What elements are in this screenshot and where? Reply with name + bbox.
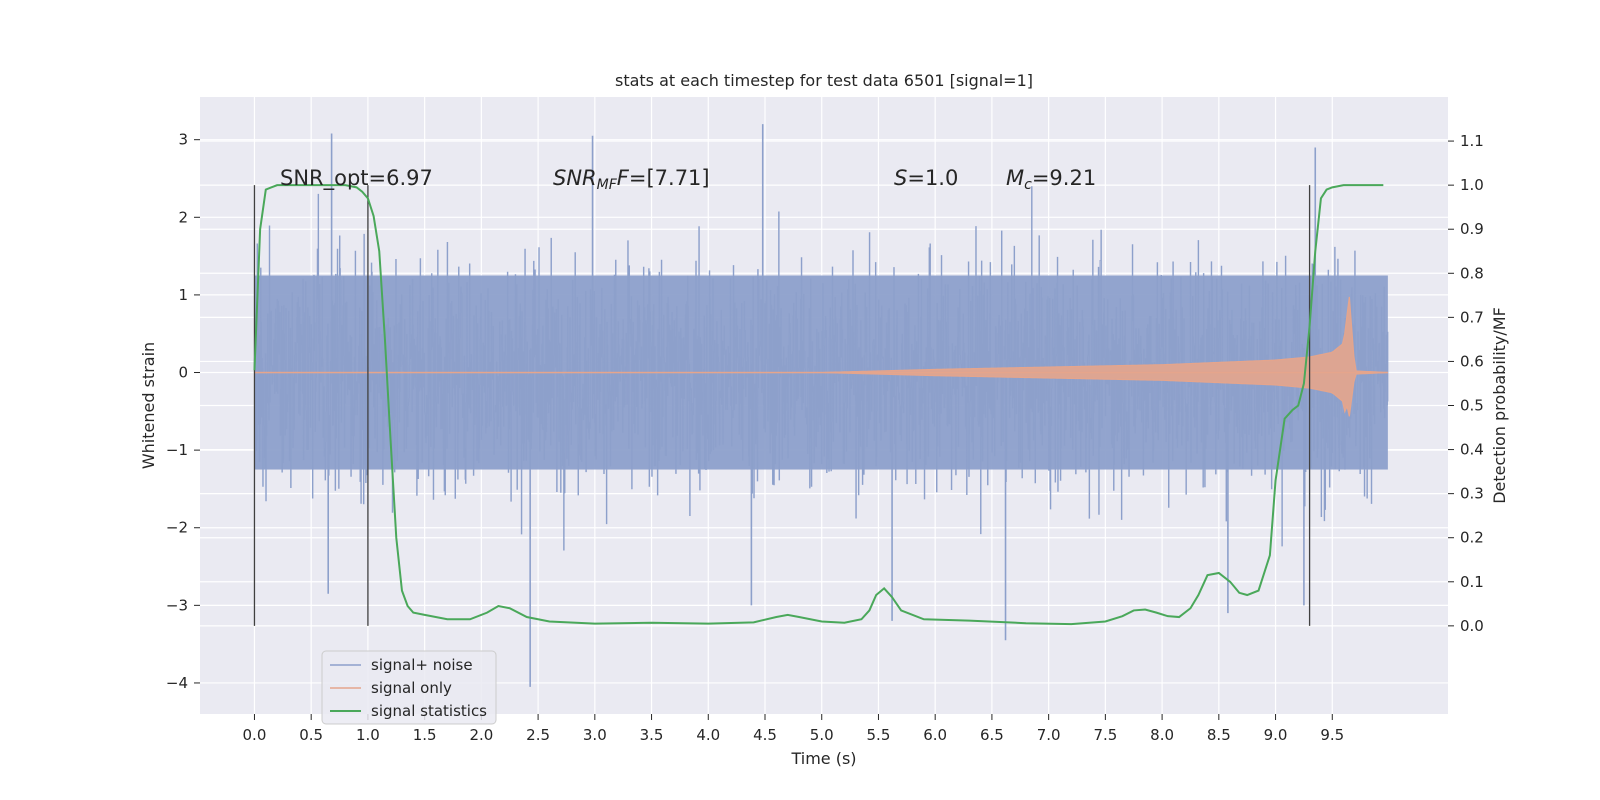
x-tick-label: 1.5 [413, 726, 437, 744]
y-tick-label: 1 [178, 286, 188, 304]
x-tick-label: 8.5 [1207, 726, 1231, 744]
x-tick-label: 0.0 [243, 726, 267, 744]
statistics-line [253, 184, 1384, 626]
snr-mf-value: =[7.71] [629, 166, 710, 190]
x-tick-label: 0.5 [299, 726, 323, 744]
y2-tick-label: 0.4 [1460, 441, 1484, 459]
x-tick-label: 9.5 [1320, 726, 1344, 744]
s-annotation: S=1.0 [894, 166, 958, 190]
y-tick-label: 2 [178, 208, 188, 226]
mc-subscript: c [1024, 177, 1032, 193]
signal-statistics-series [253, 184, 1384, 626]
y2-tick-label: 0.5 [1460, 397, 1484, 415]
x-tick-label: 3.5 [640, 726, 664, 744]
x-tick-label: 5.0 [810, 726, 834, 744]
y2-tick-label: 0.9 [1460, 220, 1484, 238]
x-tick-label: 6.5 [980, 726, 1004, 744]
y-tick-label: −1 [166, 441, 188, 459]
y2-tick-label: 0.0 [1460, 617, 1484, 635]
legend: signal+ noise signal only signal statist… [321, 650, 497, 725]
legend-box [321, 650, 497, 725]
legend-label-signal-only: signal only [371, 679, 452, 697]
snr-mf-annotation: SNRMFF=[7.71] [553, 166, 710, 193]
chart-title: stats at each timestep for test data 650… [615, 71, 1033, 90]
x-tick-label: 8.0 [1150, 726, 1174, 744]
x-tick-label: 5.5 [867, 726, 891, 744]
y2-tick-label: 0.6 [1460, 352, 1484, 370]
x-tick-label: 2.0 [469, 726, 493, 744]
marker-lines [253, 185, 1311, 626]
x-tick-label: 1.0 [356, 726, 380, 744]
y-tick-label: −2 [166, 519, 188, 537]
y2-tick-label: 1.1 [1460, 132, 1484, 150]
mc-value: =9.21 [1032, 166, 1096, 190]
x-tick-label: 9.0 [1264, 726, 1288, 744]
x-tick-label: 7.5 [1093, 726, 1117, 744]
mc-main: M [1006, 166, 1024, 190]
y-tick-label: −4 [166, 674, 188, 692]
snr-mf-f: F [617, 166, 630, 190]
s-value: =1.0 [907, 166, 958, 190]
x-tick-label: 6.0 [923, 726, 947, 744]
y-tick-label: 0 [178, 364, 188, 382]
snr-mf-subscript: MF [597, 177, 618, 193]
x-axis-label: Time (s) [790, 749, 856, 768]
s-main: S [894, 166, 907, 190]
x-tick-label: 4.0 [696, 726, 720, 744]
y2-tick-label: 0.8 [1460, 264, 1484, 282]
y2-tick-label: 1.0 [1460, 176, 1484, 194]
axis-ticks: 0.0 0.5 1.0 1.5 2.0 2.5 3.0 3.5 4.0 4.5 5.0 5.5 6.0 6… [166, 131, 1484, 744]
y2-tick-label: 0.1 [1460, 573, 1484, 591]
y2-tick-label: 0.3 [1460, 485, 1484, 503]
x-tick-label: 4.5 [753, 726, 777, 744]
snr-mf-main: SNR [553, 166, 597, 190]
x-tick-label: 3.0 [583, 726, 607, 744]
signal-only-series [254, 296, 1388, 417]
y-tick-label: −3 [166, 596, 188, 614]
y2-axis-label: Detection probability/MF [1490, 307, 1509, 504]
y2-tick-label: 0.2 [1460, 529, 1484, 547]
legend-label-signal-statistics: signal statistics [371, 702, 487, 720]
x-tick-label: 7.0 [1037, 726, 1061, 744]
y-axis-label: Whitened strain [139, 342, 158, 469]
snr-opt-annotation: SNR_opt=6.97 [280, 166, 433, 191]
mc-annotation: Mc=9.21 [1006, 166, 1096, 193]
legend-label-signal-noise: signal+ noise [371, 656, 473, 674]
y2-tick-label: 0.7 [1460, 308, 1484, 326]
x-tick-label: 2.5 [526, 726, 550, 744]
y-tick-label: 3 [178, 131, 188, 149]
